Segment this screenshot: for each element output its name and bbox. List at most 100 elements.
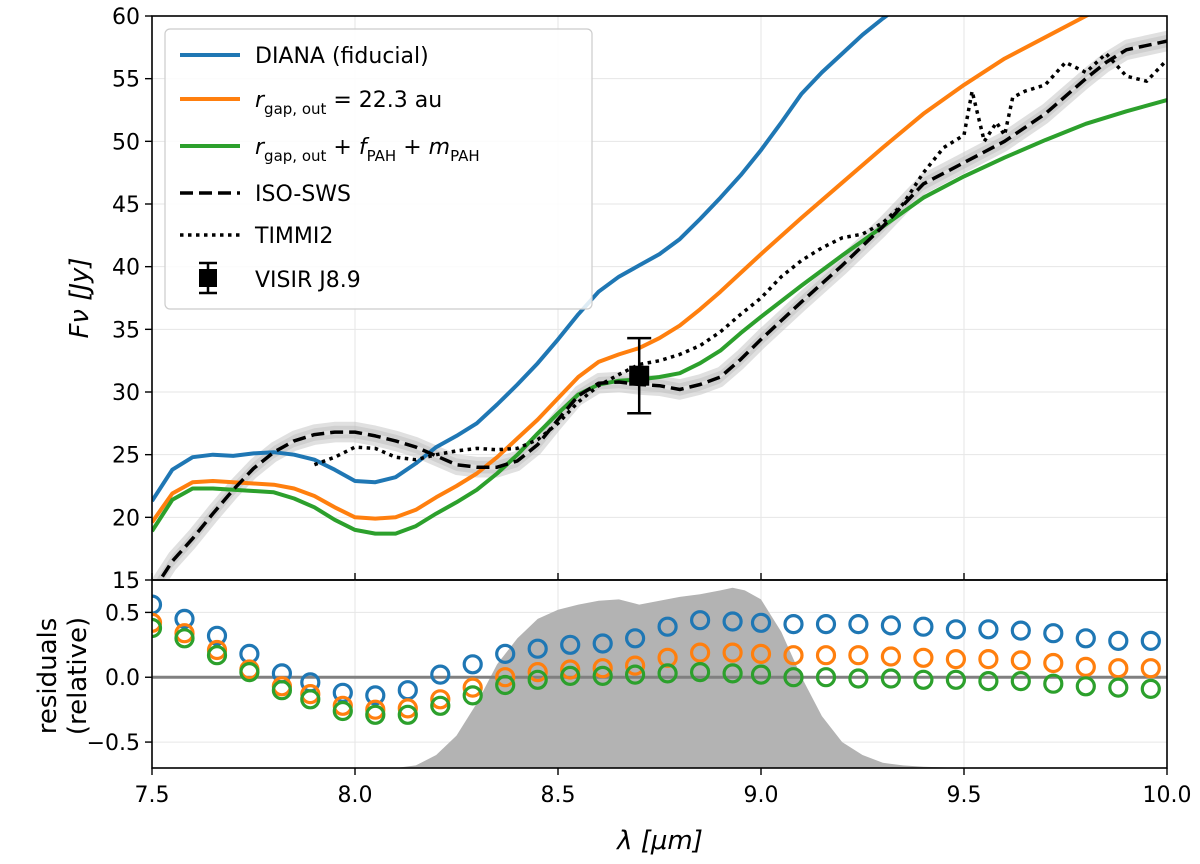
bottom-axes-frame — [151, 579, 1168, 769]
residual-point-pah-10 — [462, 685, 483, 706]
series-line-iso — [158, 39, 1167, 580]
top-y-tick-label-0: 15 — [112, 569, 140, 594]
residual-point-diana-11 — [495, 643, 516, 665]
residual-point-diana-1 — [174, 608, 195, 630]
bottom-y-axis-label-line2: (relative) — [63, 617, 93, 735]
residual-point-pah-22 — [848, 668, 869, 689]
residual-point-diana-20 — [783, 613, 804, 635]
bottom-panel: −0.5 0.0 0.5 7.5 8.0 8.5 9.0 9.5 10.0 residuals… — [33, 579, 1192, 856]
residual-point-diana-2 — [206, 625, 228, 646]
residual-point-pah-11 — [495, 674, 516, 696]
bottom-x-tick-label-0: 7.5 — [135, 783, 170, 808]
residual-point-diana-17 — [689, 610, 711, 631]
visir-errorbar — [627, 336, 652, 415]
residual-point-pah-7 — [365, 704, 386, 725]
residual-point-diana-8 — [397, 680, 418, 701]
residual-point-pah-1 — [174, 628, 195, 649]
residual-point-pah-31 — [1140, 678, 1161, 700]
residual-point-diana-30 — [1108, 630, 1129, 652]
errorbar-marker — [629, 365, 650, 386]
residual-point-pah-23 — [880, 668, 902, 689]
residual-point-diana-29 — [1075, 628, 1096, 649]
residual-point-pah-9 — [430, 695, 451, 716]
top-y-axis-label: Fν [Jy] — [65, 257, 95, 338]
residual-point-rgap-28 — [1043, 652, 1064, 674]
residual-point-diana-12 — [527, 638, 548, 659]
residual-point-pah-16 — [657, 663, 678, 684]
residual-point-rgap-25 — [945, 648, 967, 670]
bottom-x-tick-label-4: 9.5 — [947, 783, 982, 808]
residual-series-pah — [152, 617, 1161, 725]
legend-label-rgap: rgap, out = 22.3 au — [255, 88, 442, 118]
bottom-x-tick-label-3: 9.0 — [744, 783, 779, 808]
residual-points — [152, 594, 1161, 725]
residual-point-diana-27 — [1010, 620, 1031, 641]
top-y-ticks: 15 20 25 30 35 40 45 50 55 60 — [112, 5, 152, 594]
top-y-tick-label-6: 45 — [112, 193, 140, 218]
residual-point-diana-22 — [848, 613, 869, 635]
legend-handle-visir — [199, 261, 217, 295]
legend-label-visir: VISIR J8.9 — [255, 268, 361, 293]
top-y-tick-label-2: 25 — [112, 444, 140, 469]
residual-point-rgap-18 — [722, 642, 743, 663]
residual-point-rgap-30 — [1108, 658, 1129, 679]
residual-point-pah-26 — [978, 670, 999, 692]
residual-point-pah-24 — [913, 669, 934, 690]
top-y-tick-label-4: 35 — [112, 318, 140, 343]
residual-point-rgap-11 — [495, 667, 516, 688]
residual-point-rgap-20 — [783, 645, 804, 666]
residual-point-pah-15 — [624, 664, 646, 685]
series-line-pah — [152, 98, 1167, 536]
residual-point-pah-28 — [1043, 673, 1064, 694]
residual-point-rgap-29 — [1075, 656, 1096, 678]
x-axis-label: λ [μm] — [615, 826, 703, 856]
legend: DIANA (fiducial) rgap, out = 22.3 au rga… — [164, 28, 593, 310]
residual-point-diana-18 — [722, 611, 743, 632]
bottom-x-tick-label-2: 8.5 — [541, 783, 576, 808]
residual-point-rgap-10 — [462, 677, 483, 698]
top-y-tick-label-8: 55 — [112, 68, 140, 93]
residual-point-diana-0 — [152, 594, 163, 615]
legend-label-timmi: TIMMI2 — [254, 224, 333, 249]
residual-point-pah-12 — [527, 669, 548, 690]
residual-point-rgap-8 — [397, 698, 418, 719]
residual-point-diana-24 — [913, 616, 934, 637]
residual-point-rgap-15 — [624, 655, 646, 676]
residual-point-rgap-31 — [1140, 658, 1161, 679]
residual-point-diana-21 — [815, 613, 837, 635]
residual-point-rgap-21 — [815, 645, 837, 666]
bottom-x-tick-label-1: 8.0 — [338, 783, 373, 808]
residual-point-pah-6 — [332, 700, 353, 722]
series-line-diana — [152, 16, 890, 503]
residual-point-pah-29 — [1075, 676, 1096, 697]
residual-point-rgap-24 — [913, 647, 934, 668]
residual-point-rgap-9 — [430, 689, 451, 710]
residual-point-diana-14 — [592, 633, 613, 654]
residual-point-diana-15 — [624, 628, 646, 649]
top-y-tick-label-3: 30 — [112, 381, 140, 406]
top-y-tick-label-1: 20 — [112, 506, 140, 531]
residual-point-diana-13 — [560, 634, 581, 655]
top-series-lines — [152, 16, 1167, 580]
bottom-y-ticks: −0.5 0.0 0.5 — [87, 601, 152, 756]
residual-point-rgap-22 — [848, 645, 869, 666]
residual-point-pah-14 — [592, 665, 613, 687]
residual-point-diana-16 — [657, 616, 678, 637]
residual-point-rgap-27 — [1010, 650, 1031, 671]
residual-point-diana-9 — [430, 664, 451, 685]
bottom-x-tick-label-5: 10.0 — [1143, 783, 1192, 808]
residual-point-pah-3 — [239, 661, 260, 683]
residual-point-pah-5 — [300, 689, 321, 710]
legend-box — [164, 28, 593, 310]
residual-point-rgap-14 — [592, 658, 613, 679]
top-y-tick-label-5: 40 — [112, 256, 140, 281]
residual-point-pah-27 — [1010, 670, 1031, 692]
bottom-y-tick-label-1: 0.0 — [105, 666, 140, 691]
residual-point-pah-25 — [945, 669, 967, 690]
residual-point-pah-17 — [689, 661, 711, 683]
residual-point-diana-25 — [945, 619, 967, 640]
residual-series-diana — [152, 594, 1161, 706]
residual-point-pah-13 — [560, 665, 581, 687]
residual-point-pah-21 — [815, 667, 837, 688]
